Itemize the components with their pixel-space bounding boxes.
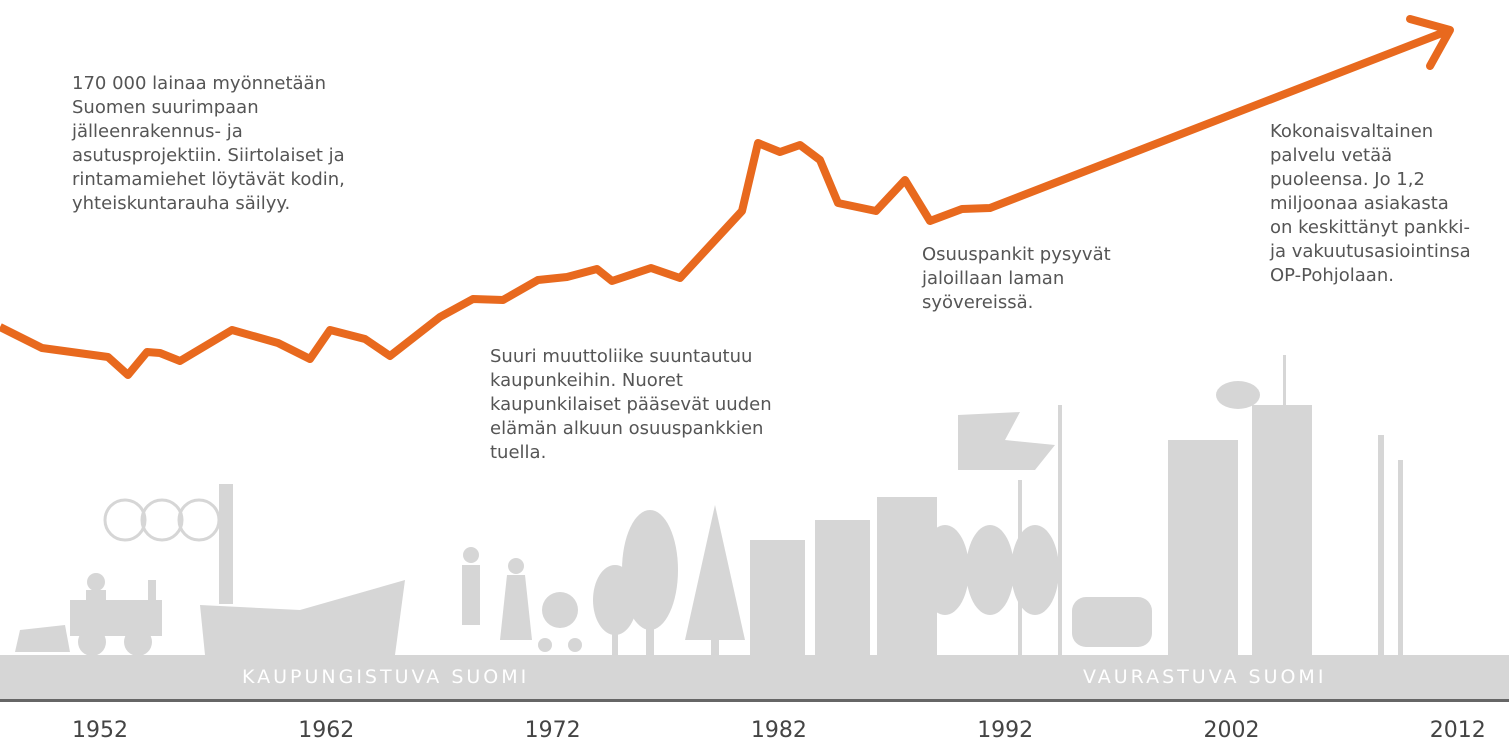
note-line: palvelu vetää: [1270, 144, 1471, 168]
year-label: 2002: [1172, 718, 1292, 743]
note-line: miljoonaa asiakasta: [1270, 192, 1471, 216]
year-label: 1972: [493, 718, 613, 743]
axis-line: [0, 699, 1509, 702]
note-line: on keskittänyt pankki-: [1270, 216, 1471, 240]
year-label: 1992: [945, 718, 1065, 743]
note-line: Suuri muuttoliike suuntautuu: [490, 345, 772, 369]
note-line: puoleensa. Jo 1,2: [1270, 168, 1471, 192]
year-label: 1962: [266, 718, 386, 743]
note-line: 170 000 lainaa myönnetään: [72, 72, 345, 96]
era-label: VAURASTUVA SUOMI: [1083, 666, 1326, 688]
note-line: Kokonaisvaltainen: [1270, 120, 1471, 144]
note-line: asutusprojektiin. Siirtolaiset ja: [72, 144, 345, 168]
note-line: kaupunkilaiset pääsevät uuden: [490, 393, 772, 417]
note-line: yhteiskuntarauha säilyy.: [72, 192, 345, 216]
note-line: syövereissä.: [922, 291, 1111, 315]
note-line: OP-Pohjolaan.: [1270, 264, 1471, 288]
note-line: Suomen suurimpaan: [72, 96, 345, 120]
note-line: rintamamiehet löytävät kodin,: [72, 168, 345, 192]
infographic: 170 000 lainaa myönnetäänSuomen suurimpa…: [0, 0, 1509, 749]
note-line: ja vakuutusasiointinsa: [1270, 240, 1471, 264]
note-line: jaloillaan laman: [922, 267, 1111, 291]
year-label: 1982: [719, 718, 839, 743]
note-line: jälleenrakennus- ja: [72, 120, 345, 144]
note-line: kaupunkeihin. Nuoret: [490, 369, 772, 393]
year-label: 2012: [1398, 718, 1509, 743]
note-line: Osuuspankit pysyvät: [922, 243, 1111, 267]
era-label: KAUPUNGISTUVA SUOMI: [242, 666, 529, 688]
note-line: tuella.: [490, 441, 772, 465]
note-line: elämän alkuun osuuspankkien: [490, 417, 772, 441]
year-label: 1952: [40, 718, 160, 743]
